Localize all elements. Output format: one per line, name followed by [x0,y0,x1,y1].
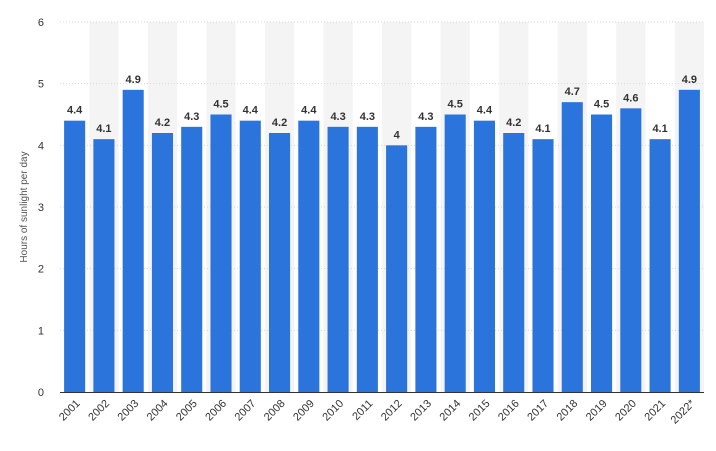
y-tick-label: 3 [38,202,44,214]
data-label: 4.9 [126,74,141,86]
bar[interactable] [298,120,320,393]
bar[interactable] [415,126,437,392]
y-tick-label: 2 [38,264,44,276]
bar[interactable] [561,102,583,393]
x-tick-label: 2018 [555,398,581,424]
x-tick-label: 2010 [320,398,346,424]
data-label: 4.4 [243,105,259,117]
data-label: 4.1 [652,123,667,135]
bar[interactable] [473,120,495,393]
x-tick-label: 2012 [379,398,405,424]
x-axis-ticks: 2001 2002 2003 2004 2005 2006 2007 2008 2009 2010… [57,397,698,426]
bar[interactable] [239,120,261,393]
bar[interactable] [620,108,642,392]
x-tick-label: 2003 [116,398,142,424]
x-tick-label: 2013 [408,398,434,424]
bar[interactable] [210,114,232,393]
x-tick-label: 2015 [467,398,493,424]
gridlines [60,21,704,331]
data-label: 4.5 [594,99,609,111]
data-label: 4.3 [330,111,345,123]
bar[interactable] [356,126,378,392]
x-tick-label: 2006 [203,398,229,424]
x-tick-label: 2002 [86,398,112,424]
y-tick-label: 6 [38,17,44,29]
x-tick-label: 2021 [642,398,668,424]
x-tick-label: 2005 [174,398,200,424]
bar[interactable] [269,133,291,392]
bar[interactable] [122,89,144,392]
data-label: 4.3 [184,111,199,123]
x-tick-label: 2014 [438,398,464,424]
data-label: 4.4 [301,105,317,117]
x-tick-label: 2019 [584,398,610,424]
bar[interactable] [503,133,525,392]
x-tick-label: 2016 [496,398,522,424]
data-label: 4.6 [623,92,638,104]
data-labels: 4.4 4.1 4.9 4.2 4.3 4.5 4.4 4.2 4.4 4.3 4.3 4 4.3 4.5… [67,74,697,141]
x-tick-label: 2011 [350,398,375,423]
data-label: 4.2 [506,117,521,129]
data-label: 4.4 [67,105,83,117]
bar[interactable] [532,139,554,392]
y-tick-label: 4 [38,140,44,152]
y-axis-label: Hours of sunlight per day [19,151,30,262]
data-label: 4.5 [213,99,228,111]
data-label: 4.1 [96,123,111,135]
bar[interactable] [93,139,115,392]
y-axis-ticks: 0 1 2 3 4 5 6 [38,17,44,399]
bar[interactable] [591,114,613,393]
y-tick-label: 5 [38,79,44,91]
bar[interactable] [151,133,173,392]
bar[interactable] [327,126,349,392]
bar[interactable] [649,139,671,392]
data-label: 4.2 [155,117,170,129]
x-tick-label: 2017 [525,398,551,424]
x-tick-label: 2008 [262,398,288,424]
data-label: 4.7 [565,86,580,98]
bar[interactable] [678,89,700,392]
data-label: 4.3 [360,111,375,123]
bar[interactable] [386,145,408,392]
data-label: 4.3 [418,111,433,123]
bar[interactable] [64,120,86,393]
x-tick-label: 2007 [233,398,259,424]
data-label: 4.1 [535,123,550,135]
y-tick-label: 0 [38,387,44,399]
y-tick-label: 1 [38,325,44,337]
x-tick-label: 2001 [57,398,83,424]
bars [64,89,700,393]
bar[interactable] [444,114,466,393]
x-tick-label: 2004 [145,398,171,424]
data-label: 4.9 [682,74,697,86]
data-label: 4 [394,129,401,141]
x-tick-label: 2009 [291,398,317,424]
data-label: 4.2 [272,117,287,129]
bar[interactable] [181,126,203,392]
x-tick-label: 2022* [669,397,698,426]
x-tick-label: 2020 [613,398,639,424]
data-label: 4.4 [477,105,493,117]
data-label: 4.5 [448,99,463,111]
